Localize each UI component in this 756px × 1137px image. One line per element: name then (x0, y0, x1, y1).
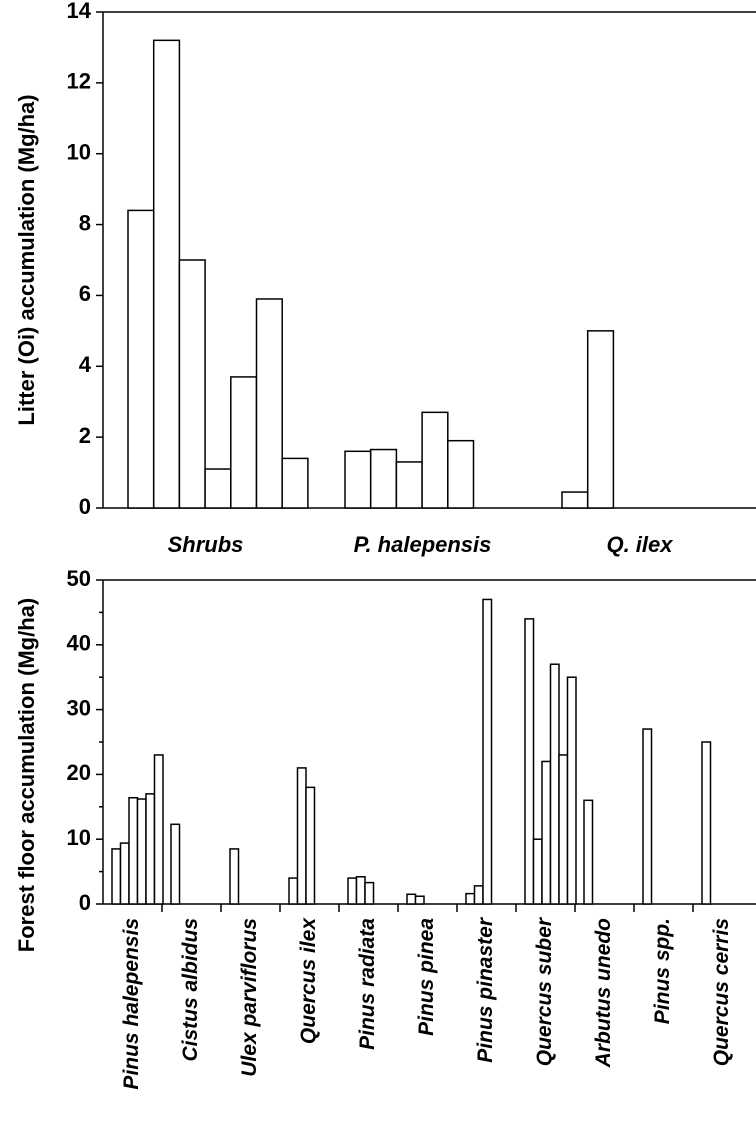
bar (305, 786, 316, 905)
x-tick-label: Ulex parviflorus (238, 918, 261, 1077)
y-tick-label: 10 (67, 140, 91, 165)
bar (255, 298, 283, 509)
y-tick-label: 10 (67, 825, 91, 850)
bar (541, 760, 552, 905)
bar (473, 885, 484, 905)
bar (128, 796, 139, 905)
bar (229, 848, 240, 905)
y-tick-label: 50 (67, 566, 91, 591)
bar (549, 663, 560, 905)
x-tick-label: Quercus suber (533, 916, 556, 1066)
x-tick-label: Pinus radiata (356, 918, 379, 1050)
bar (583, 799, 594, 905)
bar (230, 376, 258, 509)
y-tick-label: 40 (67, 631, 91, 656)
x-tick-label: Quercus cerris (710, 918, 733, 1066)
bar (281, 457, 309, 509)
x-tick-label: Cistus albidus (179, 918, 202, 1062)
bar (136, 798, 147, 905)
bar (701, 741, 712, 905)
bar (524, 618, 535, 905)
y-axis-title: Forest floor accumulation (Mg/ha) (14, 598, 39, 952)
bar (414, 895, 425, 905)
bar (153, 754, 164, 905)
bar (355, 876, 366, 905)
y-tick-label: 6 (79, 281, 91, 306)
bar (145, 793, 156, 905)
x-tick-label: Quercus ilex (297, 917, 320, 1044)
y-tick-label: 0 (79, 890, 91, 915)
bar (170, 823, 181, 905)
x-tick-label: Q. ilex (606, 532, 673, 557)
bar (421, 411, 449, 509)
y-tick-label: 14 (67, 0, 92, 23)
bar (119, 842, 130, 905)
y-tick-label: 8 (79, 210, 91, 235)
y-axis-title: Litter (Oi) accumulation (Mg/ha) (14, 94, 39, 425)
x-tick-label: Pinus halepensis (120, 918, 143, 1090)
bar (586, 330, 615, 509)
x-tick-label: Pinus pinea (415, 918, 438, 1036)
y-tick-label: 20 (67, 760, 91, 785)
bar (482, 598, 493, 905)
bar (465, 892, 476, 905)
bar (642, 728, 653, 905)
bar (178, 259, 206, 509)
bar (204, 468, 232, 509)
y-tick-label: 4 (79, 352, 92, 377)
bar (369, 448, 398, 509)
bar (447, 439, 475, 509)
bar (532, 838, 543, 905)
y-tick-label: 2 (79, 423, 91, 448)
bar (344, 450, 372, 509)
x-tick-label: P. halepensis (354, 532, 492, 557)
x-tick-label: Shrubs (168, 532, 244, 557)
y-tick-label: 12 (67, 69, 91, 94)
x-tick-label: Arbutus unedo (592, 918, 615, 1068)
bar (558, 754, 569, 905)
bar (296, 767, 307, 905)
bar (364, 881, 375, 905)
bar (561, 491, 589, 509)
x-tick-label: Pinus pinaster (474, 916, 497, 1063)
bar (347, 877, 358, 905)
bar (111, 848, 122, 905)
bar (406, 893, 417, 905)
bar (288, 877, 299, 905)
x-tick-label: Pinus spp. (651, 918, 674, 1024)
bar (395, 461, 423, 509)
y-tick-label: 30 (67, 695, 91, 720)
y-tick-label: 0 (79, 494, 91, 519)
bar (127, 209, 155, 509)
bar (152, 39, 181, 509)
bar (566, 676, 577, 905)
